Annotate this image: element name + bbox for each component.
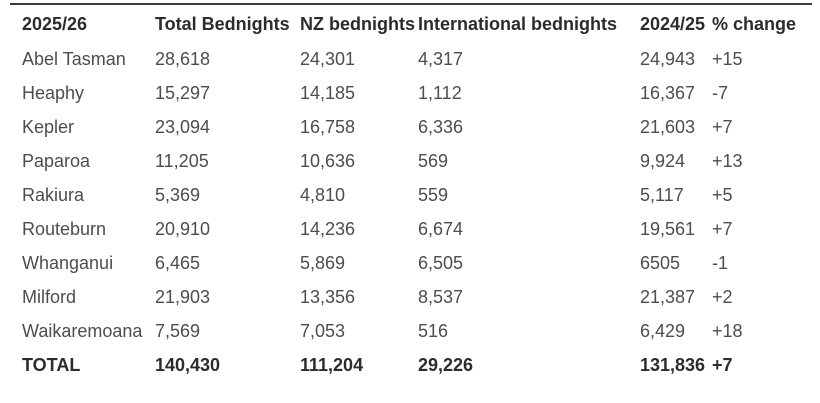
cell-total: 28,618 [155, 49, 211, 69]
table-body: Abel Tasman 28,618 24,301 4,317 24,943 +15 Hea… [10, 42, 812, 382]
cell-change: +5 [712, 185, 733, 205]
total-row: TOTAL 140,430 111,204 29,226 131,836 +7 [10, 348, 812, 382]
cell-change: +15 [712, 49, 743, 69]
cell-total: 23,094 [155, 117, 211, 137]
column-header-nz-bednights: NZ bednights [300, 14, 415, 34]
cell-international: 6,505 [418, 253, 464, 273]
bednights-table-container: 2025/26 Total Bednights NZ bednights Int… [10, 3, 812, 382]
cell-name: Whanganui [22, 253, 114, 273]
cell-total: 15,297 [155, 83, 211, 103]
table-row: Heaphy 15,297 14,185 1,112 16,367 -7 [10, 76, 812, 110]
table-header: 2025/26 Total Bednights NZ bednights Int… [10, 5, 812, 42]
table-row: Waikaremoana 7,569 7,053 516 6,429 +18 [10, 314, 812, 348]
column-header-season: 2025/26 [22, 14, 88, 34]
cell-name: Waikaremoana [22, 321, 143, 341]
cell-prev: 16,367 [640, 83, 696, 103]
table-row: Routeburn 20,910 14,236 6,674 19,561 +7 [10, 212, 812, 246]
cell-nz: 111,204 [300, 355, 364, 375]
cell-international: 569 [418, 151, 449, 171]
cell-nz: 14,236 [300, 219, 356, 239]
cell-prev: 6,429 [640, 321, 686, 341]
cell-name: Heaphy [22, 83, 85, 103]
cell-change: +7 [712, 117, 733, 137]
cell-nz: 10,636 [300, 151, 356, 171]
cell-name: Paparoa [22, 151, 91, 171]
cell-prev: 24,943 [640, 49, 696, 69]
column-header-percent-change: % change [712, 14, 797, 34]
cell-nz: 16,758 [300, 117, 356, 137]
cell-prev: 6505 [640, 253, 681, 273]
cell-change: -7 [712, 83, 729, 103]
cell-change: +2 [712, 287, 733, 307]
cell-total: 20,910 [155, 219, 211, 239]
cell-international: 8,537 [418, 287, 464, 307]
header-row: 2025/26 Total Bednights NZ bednights Int… [10, 5, 812, 42]
table-row: Abel Tasman 28,618 24,301 4,317 24,943 +15 [10, 42, 812, 76]
cell-total: 11,205 [155, 151, 209, 171]
cell-international: 516 [418, 321, 449, 341]
cell-prev: 21,387 [640, 287, 696, 307]
cell-international: 29,226 [418, 355, 474, 375]
bednights-table: 2025/26 Total Bednights NZ bednights Int… [10, 5, 812, 382]
cell-name: Milford [22, 287, 77, 307]
cell-name: Abel Tasman [22, 49, 126, 69]
cell-total: 140,430 [155, 355, 221, 375]
cell-nz: 7,053 [300, 321, 346, 341]
cell-nz: 14,185 [300, 83, 356, 103]
cell-name: Kepler [22, 117, 75, 137]
table-row: Rakiura 5,369 4,810 559 5,117 +5 [10, 178, 812, 212]
cell-nz: 4,810 [300, 185, 346, 205]
cell-total: 7,569 [155, 321, 201, 341]
cell-change: +13 [712, 151, 743, 171]
table-row: Milford 21,903 13,356 8,537 21,387 +2 [10, 280, 812, 314]
cell-international: 6,674 [418, 219, 464, 239]
column-header-total-bednights: Total Bednights [155, 14, 290, 34]
cell-total: 5,369 [155, 185, 201, 205]
cell-international: 1,112 [418, 83, 462, 103]
cell-nz: 24,301 [300, 49, 356, 69]
column-header-international-bednights: International bednights [418, 14, 618, 34]
cell-nz: 13,356 [300, 287, 356, 307]
cell-total: 6,465 [155, 253, 201, 273]
cell-international: 4,317 [418, 49, 464, 69]
column-header-previous-season: 2024/25 [640, 14, 706, 34]
cell-name: TOTAL [22, 355, 81, 375]
cell-name: Routeburn [22, 219, 107, 239]
table-row: Whanganui 6,465 5,869 6,505 6505 -1 [10, 246, 812, 280]
cell-prev: 5,117 [640, 185, 684, 205]
cell-international: 559 [418, 185, 449, 205]
cell-change: +7 [712, 355, 733, 375]
cell-nz: 5,869 [300, 253, 346, 273]
cell-prev: 9,924 [640, 151, 686, 171]
table-row: Kepler 23,094 16,758 6,336 21,603 +7 [10, 110, 812, 144]
cell-change: +7 [712, 219, 733, 239]
cell-international: 6,336 [418, 117, 464, 137]
cell-total: 21,903 [155, 287, 211, 307]
table-row: Paparoa 11,205 10,636 569 9,924 +13 [10, 144, 812, 178]
cell-prev: 131,836 [640, 355, 706, 375]
cell-prev: 21,603 [640, 117, 696, 137]
cell-change: -1 [712, 253, 729, 273]
cell-prev: 19,561 [640, 219, 696, 239]
cell-change: +18 [712, 321, 743, 341]
cell-name: Rakiura [22, 185, 85, 205]
